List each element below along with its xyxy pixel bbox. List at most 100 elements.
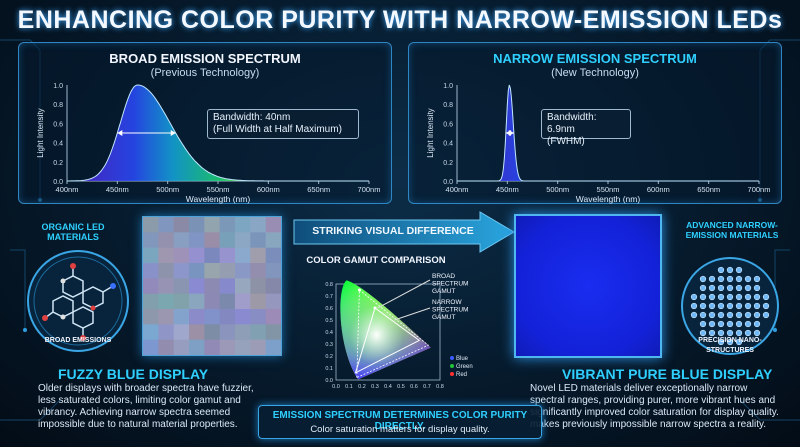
- gamut-x-tick: 0.5: [397, 384, 405, 390]
- fuzzy-pixel: [158, 309, 175, 325]
- narrow-spectrum-title: NARROW EMISSION SPECTRUM: [493, 51, 697, 66]
- nano-dot: [735, 266, 743, 274]
- fuzzy-pixel: [189, 232, 205, 249]
- fuzzy-pixel: [173, 232, 190, 249]
- nano-dot: [726, 293, 734, 301]
- fuzzy-pixel: [219, 293, 236, 310]
- x-tick-label: 450nm: [496, 185, 519, 194]
- y-tick-label: 0.8: [443, 102, 453, 109]
- cie-horseshoe-white: [340, 280, 431, 380]
- fuzzy-pixel: [204, 232, 221, 249]
- fuzzy-pixel: [219, 324, 236, 341]
- fuzzy-pixel: [204, 263, 221, 279]
- nano-dot: [762, 302, 770, 310]
- fuzzy-pixel: [235, 293, 251, 310]
- gamut-x-tick: 0.0: [332, 384, 340, 390]
- fuzzy-text-line: Older displays with broader spectra have…: [38, 383, 254, 394]
- gamut-y-tick: 0.2: [325, 354, 333, 360]
- x-tick-label: 500nm: [156, 185, 179, 194]
- y-tick-label: 1.0: [53, 83, 63, 90]
- gamut-title: COLOR GAMUT COMPARISON: [306, 255, 446, 266]
- broad-bandwidth-line2: (Full Width at Half Maximum): [213, 124, 342, 135]
- fuzzy-pixel: [173, 293, 190, 310]
- fuzzy-pixel: [189, 293, 205, 310]
- fuzzy-pixel: [143, 278, 159, 295]
- y-tick-label: 0.4: [443, 141, 453, 148]
- nano-dot: [726, 302, 734, 310]
- x-axis-label: Wavelength (nm): [186, 194, 251, 204]
- x-tick-label: 700nm: [748, 185, 771, 194]
- nano-dot: [735, 311, 743, 319]
- x-tick-label: 450nm: [106, 185, 129, 194]
- nano-dot: [726, 311, 734, 319]
- x-tick-label: 550nm: [597, 185, 620, 194]
- nano-dot: [717, 284, 725, 292]
- narrow-spectrum-panel: NARROW EMISSION SPECTRUM (New Technology…: [408, 42, 782, 204]
- nano-dot: [753, 284, 761, 292]
- nano-dot: [717, 320, 725, 328]
- x-tick-label: 600nm: [257, 185, 280, 194]
- fuzzy-pixel: [250, 247, 267, 264]
- fuzzy-pixel: [204, 324, 221, 341]
- gamut-y-tick: 0.8: [325, 282, 333, 288]
- gamut-y-tick: 0.6: [325, 306, 333, 312]
- broad-bandwidth-annotation: Bandwidth: 40nm (Full Width at Half Maxi…: [207, 109, 359, 139]
- fuzzy-pixel: [143, 217, 159, 233]
- x-tick-label: 400nm: [446, 185, 469, 194]
- narrow-spectrum-chart: 0.0 0.2 0.4 0.6 0.8 1.0 400nm 450nm 500nm 550nm 60…: [426, 83, 771, 204]
- precision-nano-label: PRECISION NANO-STRUCTURES: [698, 337, 762, 354]
- fwhm-arrow-right: [170, 130, 176, 136]
- fuzzy-pixel: [250, 278, 267, 295]
- nano-dot: [699, 275, 707, 283]
- fuzzy-pixel: [173, 339, 190, 356]
- gamut-y-tick: 0.3: [325, 342, 333, 348]
- nano-dot: [735, 338, 743, 346]
- organic-materials-label: ORGANIC LED MATERIALS: [41, 222, 105, 242]
- pure-display-description: Novel LED materials deliver exceptionall…: [530, 383, 792, 431]
- fuzzy-pixel: [265, 217, 282, 233]
- fuzzy-pixel: [235, 263, 251, 279]
- nano-dot: [699, 311, 707, 319]
- pure-blue-display: [514, 214, 662, 358]
- nano-dot: [726, 275, 734, 283]
- nano-dot: [708, 311, 716, 319]
- narrow-gamut-triangle: [356, 289, 430, 379]
- nano-dot: [753, 311, 761, 319]
- fuzzy-pixel: [204, 339, 221, 356]
- nano-dot: [717, 302, 725, 310]
- nano-dot: [699, 284, 707, 292]
- x-tick-label: 650nm: [307, 185, 330, 194]
- fuzzy-pixel: [219, 232, 236, 249]
- fuzzy-pixel: [189, 324, 205, 341]
- comparison-arrow: [293, 211, 515, 253]
- fuzzy-pixel: [204, 247, 221, 264]
- narrow-spectrum-subtitle: (New Technology): [551, 67, 639, 79]
- pure-text-line: makes previously impossible narrow spect…: [530, 419, 767, 430]
- fuzzy-pixel: [158, 339, 175, 356]
- gamut-x-tick: 0.2: [358, 384, 366, 390]
- fuzzy-pixel: [265, 293, 282, 310]
- nano-dot: [717, 329, 725, 337]
- fuzzy-pixel: [158, 293, 175, 310]
- nano-dot: [753, 293, 761, 301]
- fuzzy-pixel: [143, 293, 159, 310]
- fuzzy-text-line: vibrancy. Achieving narrow spectra seeme…: [38, 407, 231, 418]
- fuzzy-pixel: [250, 324, 267, 341]
- fuzzy-pixel: [265, 339, 282, 356]
- fuzzy-pixel: [265, 263, 282, 279]
- fuzzy-pixel: [173, 263, 190, 279]
- fuzzy-pixel: [189, 339, 205, 356]
- fuzzy-pixel: [143, 232, 159, 249]
- footer-title: EMISSION SPECTRUM DETERMINES COLOR PURIT…: [272, 410, 528, 432]
- spectrum-line: [67, 84, 369, 182]
- nano-dot: [744, 320, 752, 328]
- fuzzy-pixel: [173, 217, 190, 233]
- nano-dot: [735, 302, 743, 310]
- gamut-y-tick: 0.5: [325, 318, 333, 324]
- footer-box: EMISSION SPECTRUM DETERMINES COLOR PURIT…: [258, 405, 542, 439]
- nano-dot: [699, 293, 707, 301]
- nano-dot: [717, 266, 725, 274]
- fuzzy-pixel: [143, 247, 159, 264]
- nano-dot: [708, 275, 716, 283]
- fuzzy-pixel: [158, 263, 175, 279]
